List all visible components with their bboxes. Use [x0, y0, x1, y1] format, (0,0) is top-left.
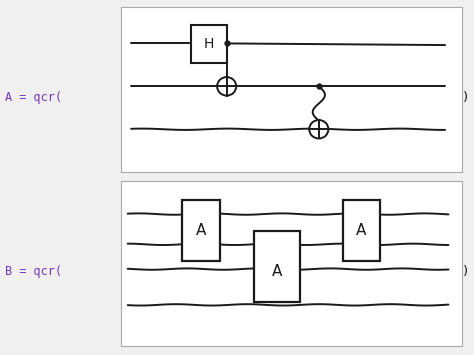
Text: A: A	[356, 223, 367, 238]
Circle shape	[309, 120, 328, 138]
Text: B = qcr(: B = qcr(	[5, 265, 62, 278]
FancyBboxPatch shape	[343, 200, 380, 261]
Text: H: H	[203, 37, 214, 51]
Text: ): )	[462, 91, 470, 104]
Text: A = qcr(: A = qcr(	[5, 91, 62, 104]
Text: A: A	[196, 223, 206, 238]
Circle shape	[217, 77, 236, 95]
FancyBboxPatch shape	[254, 231, 300, 302]
FancyBboxPatch shape	[182, 200, 220, 261]
Text: A: A	[272, 264, 282, 279]
Text: ): )	[462, 265, 470, 278]
FancyBboxPatch shape	[191, 25, 227, 63]
